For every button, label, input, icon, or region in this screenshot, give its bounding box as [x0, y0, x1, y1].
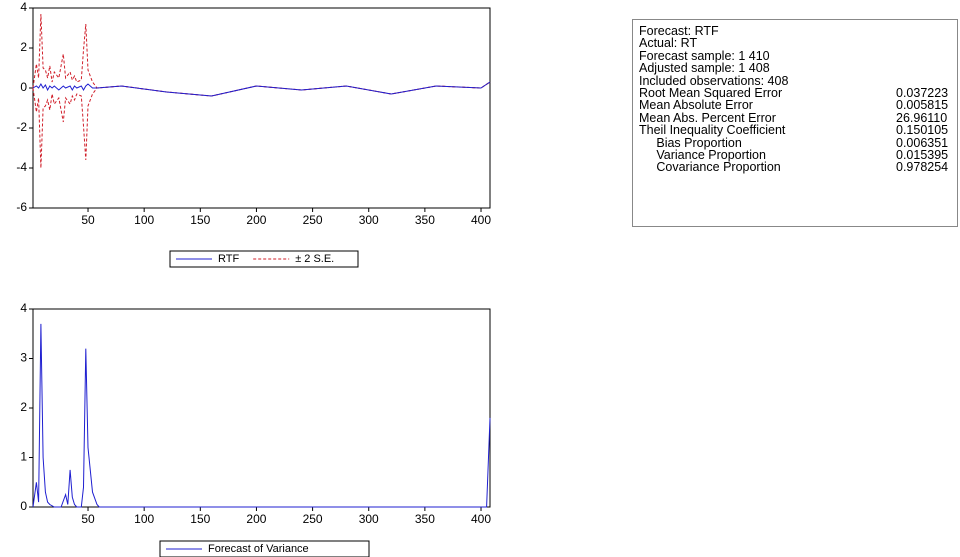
stats-row: Mean Abs. Percent Error 26.96110 — [639, 110, 957, 125]
x-tick-label: 400 — [471, 512, 491, 526]
stats-line: Adjusted sample: 1 408 — [639, 61, 770, 76]
y-tick-label: -4 — [16, 160, 27, 174]
stats-value: 0.037223 — [896, 86, 949, 101]
stats-label: Mean Abs. Percent Error — [639, 110, 776, 125]
y-tick-label: 1 — [20, 450, 27, 464]
stats-box: Forecast: RTF Actual: RT Forecast sample: … — [632, 19, 958, 227]
stats-value: 0.015395 — [896, 148, 949, 163]
stats-label: Theil Inequality Coefficient — [639, 123, 786, 138]
x-tick-label: 50 — [81, 512, 95, 526]
x-tick-label: 250 — [303, 213, 323, 227]
x-tick-label: 300 — [359, 213, 379, 227]
plot-frame — [32, 308, 491, 508]
x-tick-label: 400 — [471, 213, 491, 227]
stats-value: 26.96110 — [896, 110, 948, 125]
stats-line: Forecast: RTF — [639, 24, 719, 38]
stats-line: Forecast sample: 1 410 — [639, 48, 770, 63]
legend-label: RTF — [218, 253, 239, 265]
y-tick-label: 0 — [20, 80, 27, 94]
x-tick-label: 100 — [134, 512, 154, 526]
stats-row: Mean Absolute Error 0.005815 — [639, 98, 957, 113]
stats-line: Actual: RT — [639, 36, 698, 51]
y-tick-label: -6 — [16, 200, 27, 214]
stats-value: 0.150105 — [896, 123, 949, 138]
x-tick-label: 150 — [190, 213, 210, 227]
y-tick-label: 2 — [20, 40, 27, 54]
stats-label: Variance Proportion — [639, 148, 766, 163]
plot-frame — [32, 7, 491, 209]
stats-row: Theil Inequality Coefficient 0.150105 — [639, 123, 957, 138]
x-tick-label: 300 — [359, 512, 379, 526]
legend-label: Forecast of Variance — [208, 543, 309, 555]
stats-value: 0.006351 — [896, 135, 949, 150]
y-tick-label: 2 — [20, 400, 27, 414]
series-line — [32, 81, 491, 169]
stats-value: 0.978254 — [896, 160, 949, 175]
y-tick-label: 0 — [20, 499, 27, 513]
stats-row: Variance Proportion 0.015395 — [639, 148, 957, 163]
x-tick-label: 350 — [415, 512, 435, 526]
series-line — [32, 323, 491, 508]
x-tick-label: 100 — [134, 213, 154, 227]
stats-label: Bias Proportion — [639, 135, 742, 150]
y-tick-label: -2 — [16, 120, 27, 134]
y-tick-label: 3 — [20, 351, 27, 365]
series-line — [32, 13, 491, 97]
x-tick-label: 200 — [246, 512, 266, 526]
x-tick-label: 250 — [303, 512, 323, 526]
legend-box — [159, 540, 370, 557]
stats-label: Covariance Proportion — [639, 160, 781, 175]
x-tick-label: 350 — [415, 213, 435, 227]
x-tick-label: 200 — [246, 213, 266, 227]
stats-line: Included observations: 408 — [639, 73, 789, 88]
legend-label: ± 2 S.E. — [295, 253, 334, 265]
stats-value: 0.005815 — [896, 98, 949, 113]
stats-row: Bias Proportion 0.006351 — [639, 135, 957, 150]
stats-row: Covariance Proportion 0.978254 — [639, 160, 957, 175]
y-tick-label: 4 — [20, 301, 27, 315]
series-line — [32, 81, 491, 97]
x-tick-label: 150 — [190, 512, 210, 526]
stats-label: Root Mean Squared Error — [639, 86, 783, 101]
stats-row: Root Mean Squared Error 0.037223 — [639, 86, 957, 101]
stats-label: Mean Absolute Error — [639, 98, 753, 113]
x-tick-label: 50 — [81, 213, 95, 227]
y-tick-label: 4 — [20, 0, 27, 14]
